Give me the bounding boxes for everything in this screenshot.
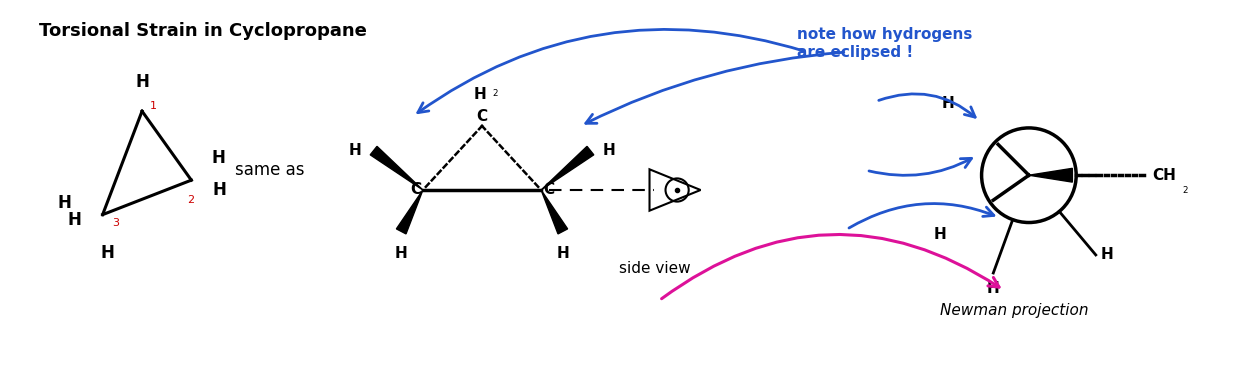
Text: H: H [942,96,954,111]
Text: H: H [211,149,225,168]
Text: 3: 3 [112,217,120,228]
Text: H: H [135,73,149,90]
Text: H: H [213,181,227,199]
Text: Torsional Strain in Cyclopropane: Torsional Strain in Cyclopropane [38,22,366,41]
Text: note how hydrogens
are eclipsed !: note how hydrogens are eclipsed ! [797,27,972,60]
Text: C: C [410,182,421,198]
Text: H: H [602,143,615,158]
Text: H: H [1101,247,1113,263]
Text: CH: CH [1153,168,1176,183]
Text: H: H [349,143,362,158]
Text: 1: 1 [149,101,157,111]
Polygon shape [542,146,594,190]
Text: H: H [557,246,569,261]
Text: H: H [987,281,1000,296]
Text: $_2$: $_2$ [1182,182,1188,196]
Polygon shape [1029,168,1072,182]
Polygon shape [396,190,423,234]
Text: side view: side view [618,261,690,276]
Text: H: H [57,194,72,212]
Text: Newman projection: Newman projection [940,303,1088,318]
Text: H: H [474,87,486,102]
Polygon shape [370,146,423,190]
Polygon shape [542,190,568,234]
Text: H: H [934,227,946,242]
Text: H: H [101,244,115,262]
Text: C: C [476,109,487,124]
Text: C: C [543,182,554,198]
Text: H: H [395,246,407,261]
Text: 2: 2 [188,195,195,205]
Text: H: H [67,211,81,228]
Text: same as: same as [236,161,305,179]
Text: $_2$: $_2$ [492,86,499,99]
